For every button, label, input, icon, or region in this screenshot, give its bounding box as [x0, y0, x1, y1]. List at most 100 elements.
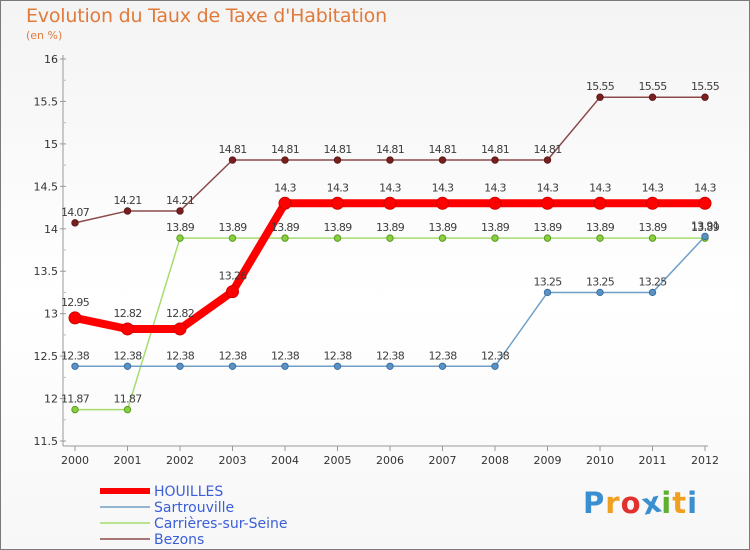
- data-label: 14.3: [379, 181, 401, 194]
- data-label: 12.38: [429, 349, 458, 362]
- data-label: 12.38: [376, 349, 405, 362]
- data-label: 13.89: [586, 221, 615, 234]
- data-point: [596, 288, 604, 297]
- x-tick-label: 2000: [61, 454, 89, 467]
- data-point: [281, 234, 289, 242]
- data-label: 14.3: [589, 181, 611, 194]
- data-point: [701, 93, 709, 101]
- data-label: 12.38: [166, 349, 195, 362]
- y-tick-label: 12.5: [34, 350, 59, 363]
- data-label: 13.25: [534, 275, 563, 288]
- data-label: 13.89: [219, 221, 248, 234]
- data-label: 12.38: [219, 349, 248, 362]
- data-point: [333, 362, 342, 370]
- data-point: [593, 196, 607, 210]
- data-label: 12.38: [271, 349, 300, 362]
- data-point: [386, 234, 394, 242]
- data-label: 15.55: [691, 80, 720, 93]
- data-label: 13.25: [639, 275, 668, 288]
- data-point: [438, 156, 447, 164]
- data-point: [596, 234, 604, 242]
- data-point: [648, 93, 657, 101]
- data-point: [701, 232, 709, 241]
- data-point: [68, 311, 82, 325]
- y-tick-label: 16: [44, 53, 58, 66]
- x-tick-label: 2003: [219, 454, 247, 467]
- data-point: [438, 362, 447, 370]
- legend-label-Bezons: Bezons: [154, 532, 204, 548]
- data-label: 15.55: [586, 80, 615, 93]
- x-tick-label: 2004: [271, 454, 299, 467]
- data-point: [488, 196, 502, 210]
- data-label: 14.3: [642, 181, 664, 194]
- data-label: 14.3: [484, 181, 506, 194]
- data-label: 13.89: [376, 221, 405, 234]
- data-label: 14.3: [274, 181, 296, 194]
- data-label: 13.26: [219, 270, 248, 283]
- data-label: 15.55: [639, 80, 668, 93]
- data-point: [386, 156, 394, 164]
- data-label: 14.3: [432, 181, 454, 194]
- data-label: 14.81: [219, 143, 247, 156]
- data-label: 11.87: [114, 393, 143, 406]
- data-point: [543, 156, 552, 164]
- legend-label-Sartrouville: Sartrouville: [154, 500, 234, 516]
- data-label: 13.25: [586, 275, 615, 288]
- data-label: 14.21: [166, 194, 194, 207]
- x-tick-label: 2012: [691, 454, 719, 467]
- legend-label-Carrières-sur-Seine: Carrières-sur-Seine: [154, 516, 288, 532]
- x-tick-label: 2002: [166, 454, 194, 467]
- data-point: [648, 288, 657, 297]
- data-label: 13.89: [271, 221, 300, 234]
- y-tick-label: 15: [44, 138, 58, 151]
- data-point: [698, 196, 712, 210]
- x-tick-label: 2005: [324, 454, 352, 467]
- data-point: [333, 156, 342, 164]
- data-point: [123, 207, 132, 215]
- x-tick-label: 2011: [639, 454, 667, 467]
- data-point: [123, 405, 132, 414]
- data-point: [648, 234, 657, 242]
- x-tick-label: 2006: [376, 454, 404, 467]
- logo-letter: t: [672, 486, 688, 520]
- data-label: 13.89: [481, 221, 510, 234]
- data-label: 14.81: [429, 143, 457, 156]
- data-label: 12.38: [324, 349, 353, 362]
- data-label: 14.81: [534, 143, 562, 156]
- x-tick-label: 2001: [114, 454, 142, 467]
- y-tick-label: 11.5: [34, 435, 59, 448]
- data-label: 13.89: [324, 221, 353, 234]
- y-tick-label: 14.5: [34, 180, 59, 193]
- data-label: 14.3: [694, 181, 716, 194]
- data-label: 12.38: [61, 349, 90, 362]
- series-line-Sartrouville: [75, 235, 706, 368]
- y-tick-label: 15.5: [34, 95, 59, 108]
- x-tick-label: 2007: [429, 454, 457, 467]
- data-label: 12.82: [114, 307, 142, 320]
- data-label: 12.82: [166, 307, 194, 320]
- data-point: [386, 362, 394, 370]
- data-point: [173, 322, 187, 336]
- data-point: [438, 234, 447, 242]
- data-point: [278, 196, 292, 210]
- data-label: 11.87: [61, 393, 90, 406]
- data-point: [176, 362, 184, 370]
- data-label: 12.38: [481, 349, 510, 362]
- data-point: [281, 362, 289, 370]
- data-label: 13.89: [166, 221, 195, 234]
- logo-letter: r: [605, 486, 621, 520]
- x-tick-label: 2009: [534, 454, 562, 467]
- data-point: [226, 285, 239, 299]
- data-label: 12.95: [61, 296, 90, 309]
- data-label: 14.07: [61, 206, 90, 219]
- data-label: 14.81: [481, 143, 509, 156]
- data-point: [491, 234, 499, 242]
- data-point: [176, 207, 184, 215]
- data-point: [543, 288, 552, 297]
- data-point: [646, 196, 659, 210]
- data-label: 14.3: [327, 181, 349, 194]
- chart-subtitle: (en %): [26, 29, 63, 42]
- data-point: [331, 196, 344, 210]
- data-point: [228, 156, 237, 164]
